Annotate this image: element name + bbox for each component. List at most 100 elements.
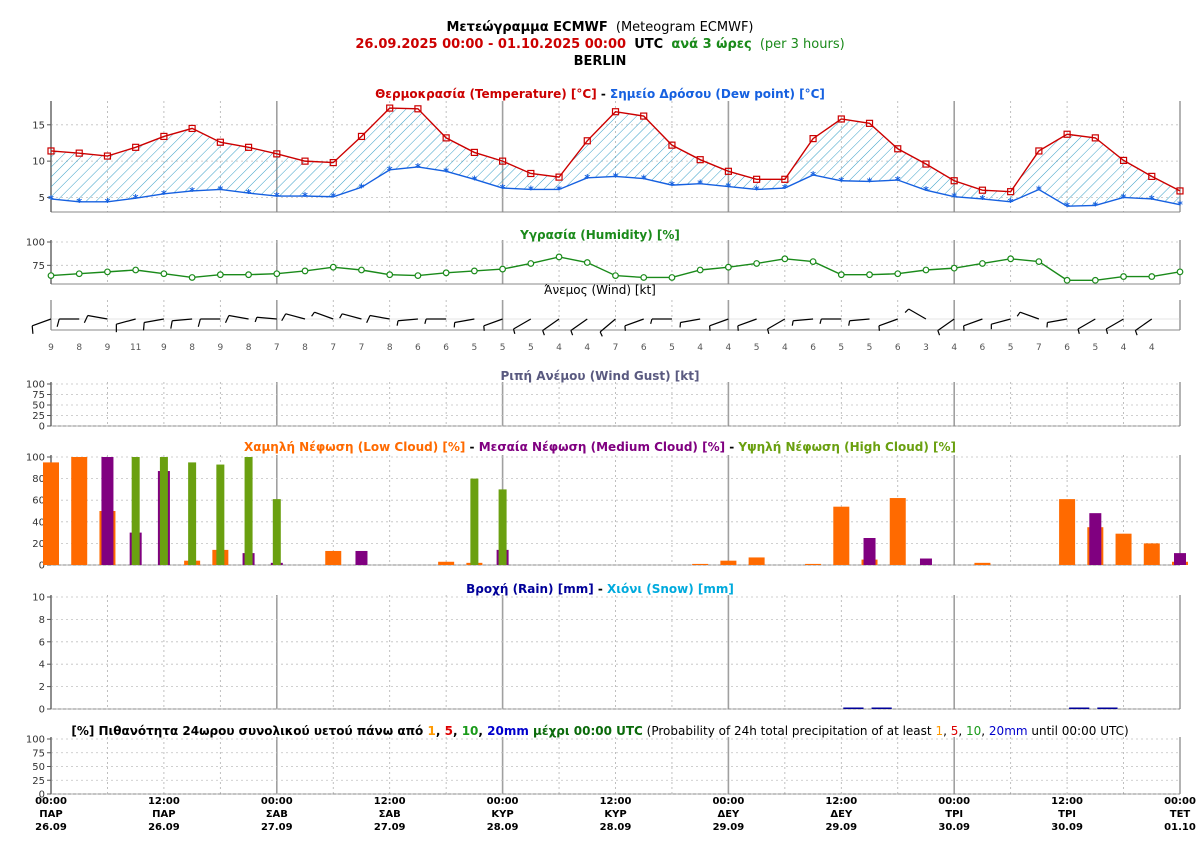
wind-barb-feather <box>766 328 770 334</box>
x-label-time: 12:00 <box>1051 796 1083 807</box>
wind-barb-feather <box>512 328 516 334</box>
wind-barb-feather <box>56 318 60 327</box>
x-label-day: ΔΕΥ <box>717 809 740 820</box>
dewpoint-point: * <box>161 188 167 201</box>
humidity-point <box>753 260 761 267</box>
panel-title-probability: [%] Πιθανότητα 24ωρου συνολικού υετού πά… <box>71 724 1128 738</box>
wind-barb-shaft <box>599 318 616 333</box>
medium-cloud-bar <box>355 550 368 565</box>
panel-title-part: until 00:00 UTC) <box>1028 724 1129 738</box>
dewpoint-point: * <box>1036 183 1042 196</box>
wind-barb-feather <box>31 325 34 334</box>
temperature-point <box>1063 130 1071 138</box>
dewpoint-point: * <box>1064 200 1070 213</box>
dewpoint-point: * <box>1149 193 1155 206</box>
humidity-point <box>442 269 450 277</box>
humidity-point <box>809 258 817 266</box>
wind-barb-feather <box>1134 330 1138 336</box>
wind-speed-label: 5 <box>500 343 506 353</box>
temperature-point <box>583 137 591 145</box>
temperature-point <box>724 167 733 175</box>
dewpoint-point: * <box>359 181 365 194</box>
panel-wind: Άνεμος (Wind) [kt] 9 8 9 11 9 8 9 8 7 8 7 7 8 6 6 5 5 5 4 4 7… <box>31 283 1181 353</box>
panel-humidity: Υγρασία (Humidity) [%] 75 100 <box>26 228 1184 285</box>
humidity-point <box>668 274 676 281</box>
y-tick-label: 0 <box>39 705 45 716</box>
temperature-point <box>894 145 902 153</box>
wind-barb <box>848 318 870 326</box>
y-tick-label: 0 <box>39 790 45 801</box>
x-label-date: 27.09 <box>261 822 293 833</box>
medium-cloud-bar <box>1089 513 1102 565</box>
low-cloud-bar <box>1143 543 1160 565</box>
x-label-date: 30.09 <box>938 822 970 833</box>
panel-title-gust: Ριπή Ανέμου (Wind Gust) [kt] <box>501 369 700 383</box>
x-label-day: ΚΥΡ <box>604 809 626 820</box>
temperature-point <box>1091 134 1099 142</box>
wind-barb-shaft <box>144 318 165 324</box>
y-tick-label: 75 <box>32 748 45 759</box>
wind-speed-label: 9 <box>105 343 111 353</box>
medium-cloud-bar <box>863 538 876 565</box>
low-cloud-bar <box>974 562 991 565</box>
humidity-point <box>1091 276 1099 284</box>
humidity-point <box>950 264 958 272</box>
humidity-point <box>979 260 986 267</box>
wind-barb <box>1077 318 1096 334</box>
temperature-point <box>1176 187 1184 195</box>
temperature-point <box>357 132 366 141</box>
temperature-point <box>527 169 535 178</box>
wind-barb-shaft <box>116 318 136 325</box>
panel-title-part: Σημείο Δρόσου (Dew point) [°C] <box>610 87 825 101</box>
wind-barb <box>709 318 729 331</box>
y-tick-label: 40 <box>32 517 45 528</box>
x-label-day: ΔΕΥ <box>830 809 853 820</box>
high-cloud-bar <box>470 478 479 565</box>
y-tick-label: 80 <box>32 474 45 485</box>
humidity-point <box>1007 255 1015 263</box>
temperature-point <box>386 104 394 112</box>
wind-speed-label: 9 <box>161 343 167 353</box>
date-range: 26.09.2025 00:00 - 01.10.2025 00:00 <box>355 37 626 52</box>
panel-title-part: 1 <box>427 724 435 738</box>
wind-barb <box>366 314 390 324</box>
y-tick-label: 60 <box>32 496 45 507</box>
panel-title-part: Μεσαία Νέφωση (Medium Cloud) [%] <box>479 440 725 454</box>
wind-speed-label: 5 <box>528 343 534 353</box>
city-name: BERLIN <box>574 54 627 69</box>
wind-barb-shaft <box>1077 318 1096 330</box>
wind-barb-shaft <box>570 318 588 331</box>
wind-barb-shaft <box>991 318 1011 325</box>
dewpoint-point: * <box>556 183 562 196</box>
wind-speed-label: 8 <box>76 343 82 353</box>
humidity-point <box>696 266 704 274</box>
humidity-point <box>104 268 111 276</box>
rain-bar <box>843 707 864 709</box>
humidity-point <box>837 271 845 279</box>
dewpoint-point: * <box>1008 196 1014 209</box>
temperature-point <box>611 108 620 116</box>
wind-barb-shaft <box>737 318 757 327</box>
humidity-point <box>160 270 168 278</box>
panel-title-part: 10 <box>966 724 981 738</box>
panel-title-part: , <box>453 724 462 738</box>
wind-barb-shaft <box>937 318 955 331</box>
medium-cloud-bar <box>101 457 114 565</box>
wind-barb-feather <box>281 313 287 322</box>
wind-barb-feather <box>1016 311 1021 317</box>
x-label-date: 30.09 <box>1051 822 1083 833</box>
x-label-date: 26.09 <box>35 822 67 833</box>
rain-bar <box>1069 707 1090 709</box>
temperature-point <box>132 143 140 151</box>
wind-speed-label: 3 <box>923 343 929 353</box>
x-label-date: 29.09 <box>713 822 745 833</box>
wind-barb <box>83 314 108 324</box>
wind-speed-label: 5 <box>472 343 478 353</box>
dewpoint-point: * <box>838 175 844 188</box>
temperature-point <box>781 175 789 183</box>
wind-speed-label: 4 <box>782 343 788 353</box>
temperature-point <box>753 175 761 183</box>
wind-barb-feather <box>904 308 910 313</box>
wind-barb-shaft <box>314 311 334 320</box>
humidity-point <box>132 266 140 274</box>
